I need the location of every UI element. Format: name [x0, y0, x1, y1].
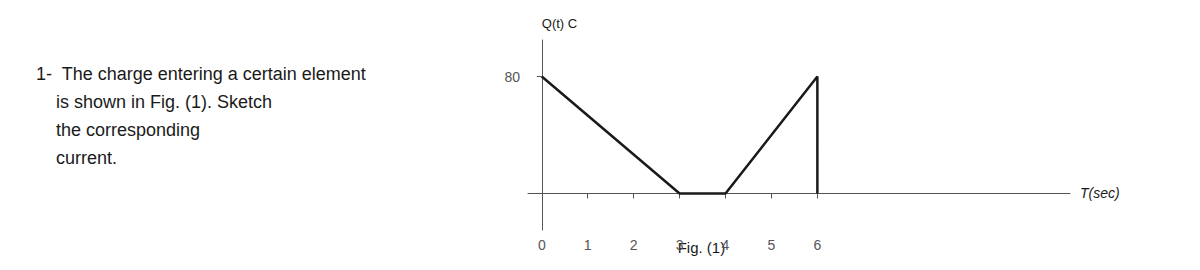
svg-text:0: 0 [538, 237, 546, 253]
svg-text:Q(t) C: Q(t) C [542, 16, 577, 31]
svg-text:is shown in Fig. (1). Sketch: is shown in Fig. (1). Sketch [36, 92, 272, 112]
svg-text:current.: current. [36, 148, 117, 168]
svg-text:the corresponding: the corresponding [36, 120, 200, 140]
svg-text:Fig. (1): Fig. (1) [678, 239, 726, 256]
svg-text:T(sec): T(sec) [1080, 185, 1120, 201]
svg-text:3: 3 [676, 237, 684, 253]
svg-text:2: 2 [630, 237, 638, 253]
svg-text:5: 5 [768, 237, 776, 253]
svg-text:4: 4 [722, 237, 730, 253]
svg-text:6: 6 [813, 237, 821, 253]
svg-text:1- The charge entering a cert: 1- The charge entering a certain element [36, 64, 366, 84]
svg-text:80: 80 [504, 69, 520, 85]
svg-text:1: 1 [584, 237, 592, 253]
